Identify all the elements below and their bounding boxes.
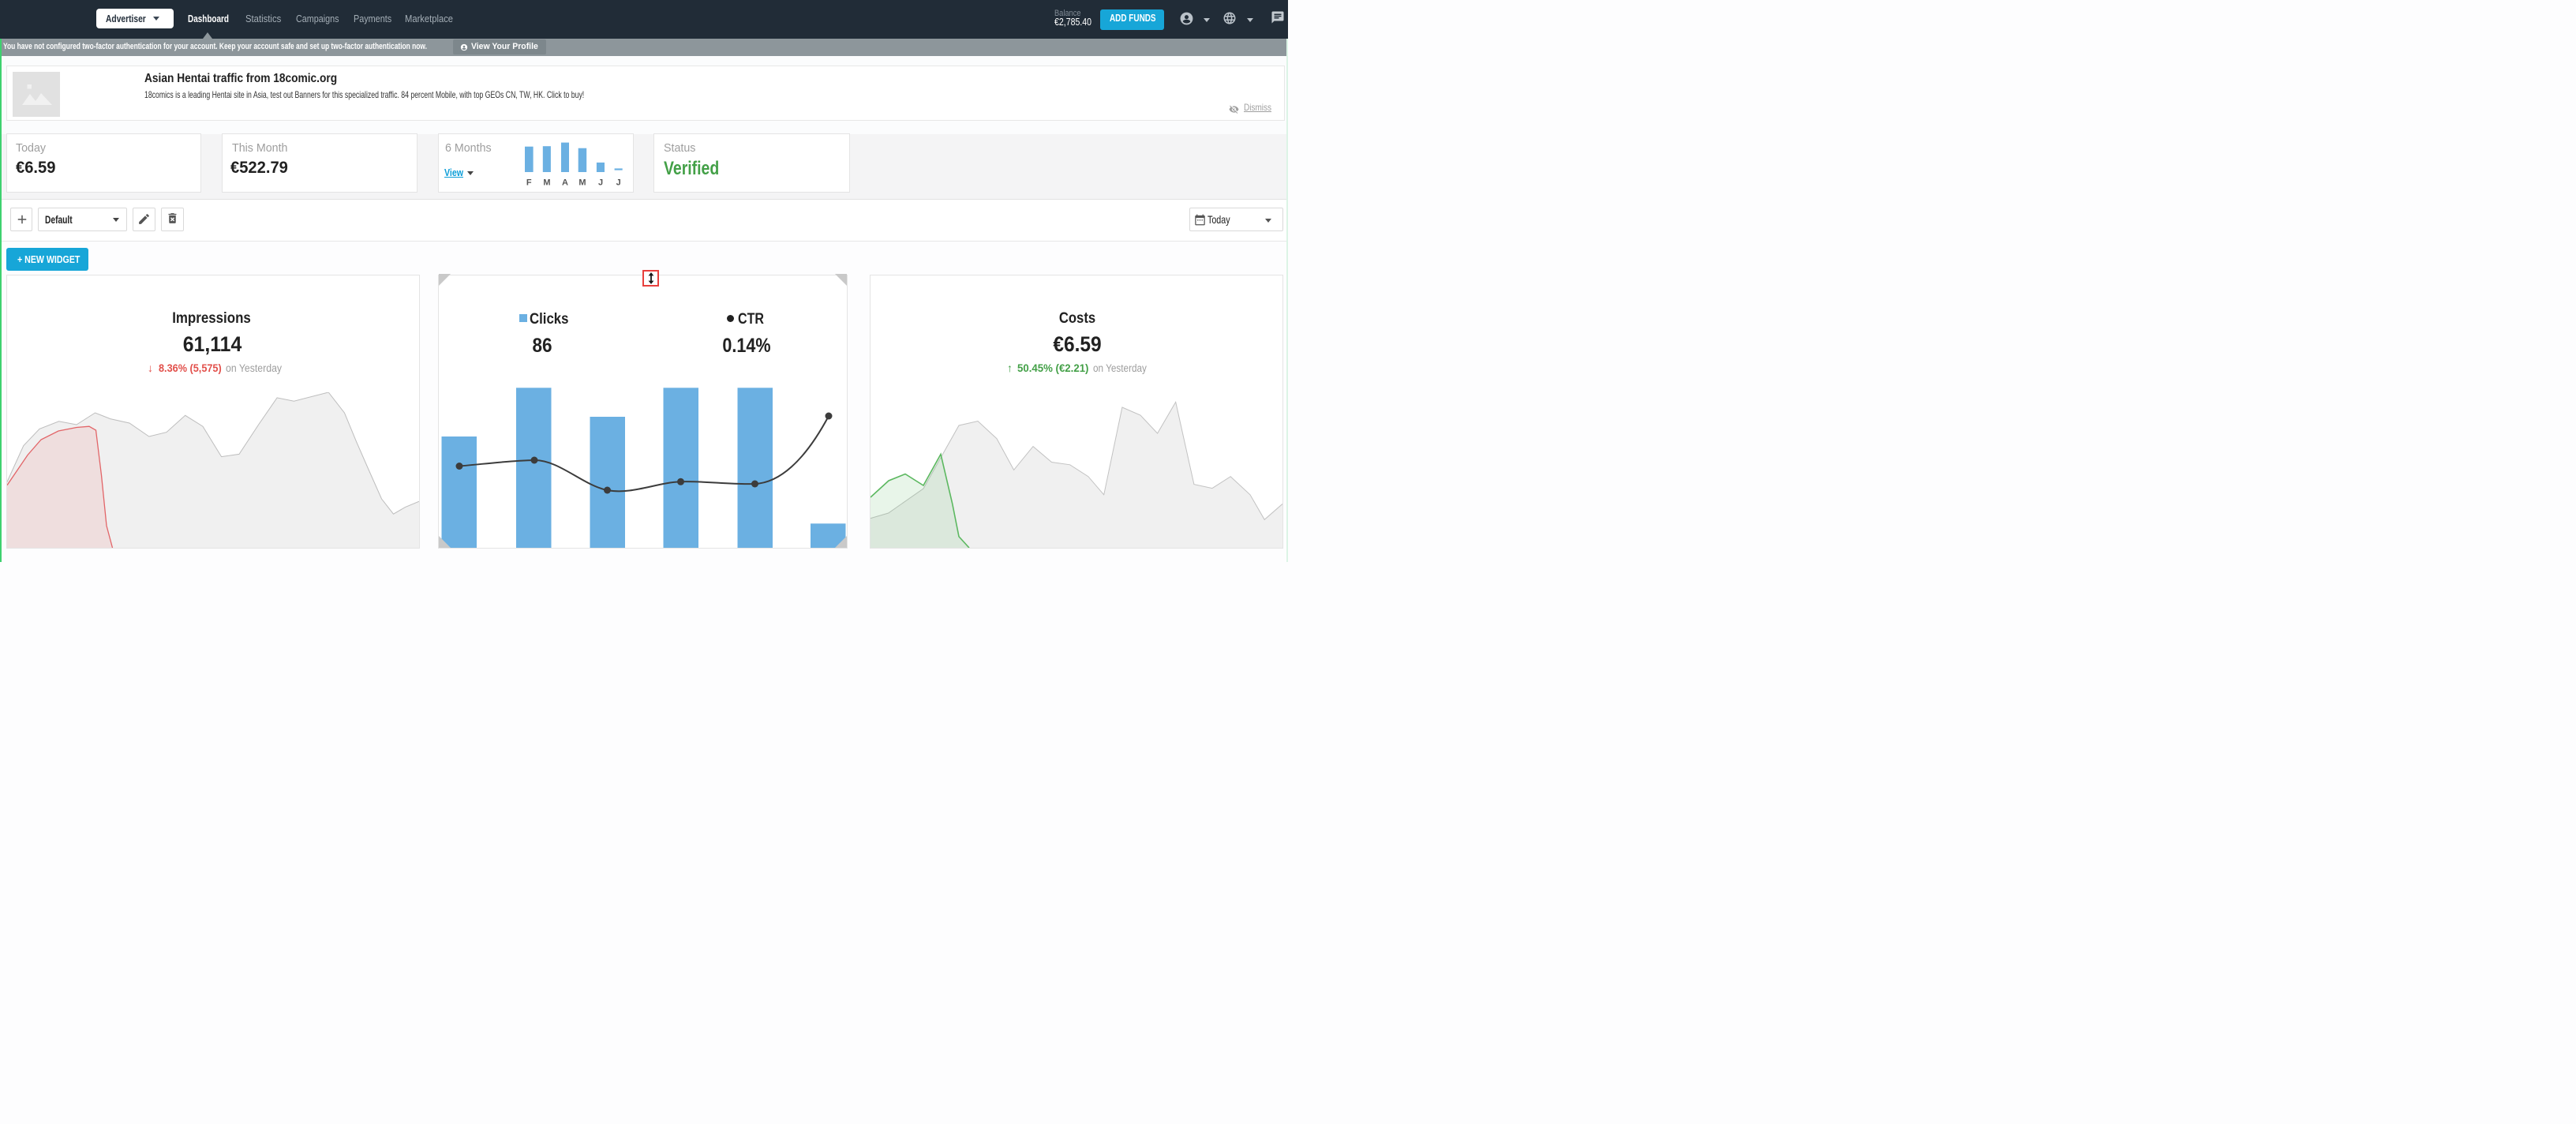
svg-text:M: M <box>578 178 586 188</box>
svg-text:M: M <box>543 178 550 188</box>
svg-text:F: F <box>526 178 532 188</box>
svg-text:A: A <box>562 178 568 188</box>
svg-text:J: J <box>616 178 621 188</box>
svg-text:J: J <box>598 178 603 188</box>
